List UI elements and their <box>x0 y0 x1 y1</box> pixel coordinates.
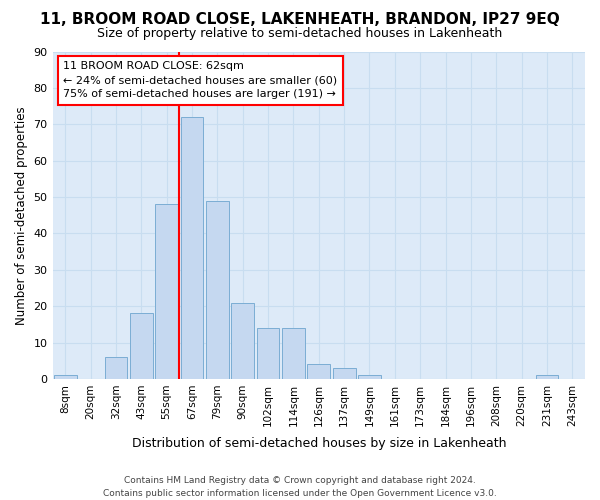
Text: Size of property relative to semi-detached houses in Lakenheath: Size of property relative to semi-detach… <box>97 28 503 40</box>
Bar <box>181 117 203 379</box>
Y-axis label: Number of semi-detached properties: Number of semi-detached properties <box>15 106 28 324</box>
Bar <box>333 368 356 379</box>
Bar <box>206 200 229 379</box>
Bar <box>54 376 77 379</box>
Bar <box>358 376 381 379</box>
Bar <box>130 314 152 379</box>
Bar <box>257 328 280 379</box>
Text: 11, BROOM ROAD CLOSE, LAKENHEATH, BRANDON, IP27 9EQ: 11, BROOM ROAD CLOSE, LAKENHEATH, BRANDO… <box>40 12 560 28</box>
Bar <box>307 364 330 379</box>
X-axis label: Distribution of semi-detached houses by size in Lakenheath: Distribution of semi-detached houses by … <box>131 437 506 450</box>
Bar <box>282 328 305 379</box>
Text: Contains HM Land Registry data © Crown copyright and database right 2024.
Contai: Contains HM Land Registry data © Crown c… <box>103 476 497 498</box>
Bar <box>231 302 254 379</box>
Bar <box>104 357 127 379</box>
Bar <box>536 376 559 379</box>
Text: 11 BROOM ROAD CLOSE: 62sqm
← 24% of semi-detached houses are smaller (60)
75% of: 11 BROOM ROAD CLOSE: 62sqm ← 24% of semi… <box>63 62 337 100</box>
Bar <box>155 204 178 379</box>
